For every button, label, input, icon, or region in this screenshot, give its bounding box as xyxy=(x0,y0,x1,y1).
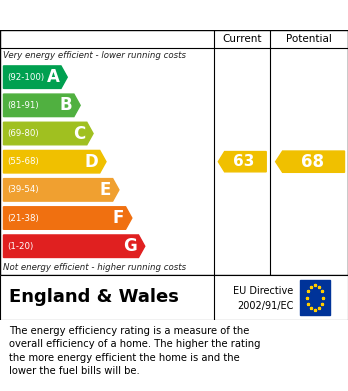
Bar xyxy=(300,280,330,315)
Text: (69-80): (69-80) xyxy=(8,129,39,138)
Text: (92-100): (92-100) xyxy=(8,73,45,82)
Text: (21-38): (21-38) xyxy=(8,213,39,222)
Text: (55-68): (55-68) xyxy=(8,157,39,166)
Polygon shape xyxy=(276,151,345,172)
Text: Very energy efficient - lower running costs: Very energy efficient - lower running co… xyxy=(3,51,187,60)
Text: 63: 63 xyxy=(233,154,255,169)
Polygon shape xyxy=(3,179,119,201)
Text: C: C xyxy=(73,124,85,142)
Text: E: E xyxy=(100,181,111,199)
Text: England & Wales: England & Wales xyxy=(9,289,179,307)
Text: (39-54): (39-54) xyxy=(8,185,39,194)
Polygon shape xyxy=(3,207,132,229)
Text: 2002/91/EC: 2002/91/EC xyxy=(237,301,293,310)
Polygon shape xyxy=(3,235,145,258)
Text: A: A xyxy=(47,68,60,86)
Text: B: B xyxy=(60,96,72,114)
Polygon shape xyxy=(3,94,80,117)
Text: (81-91): (81-91) xyxy=(8,101,39,110)
Polygon shape xyxy=(3,66,67,88)
Text: D: D xyxy=(85,153,98,171)
Text: EU Directive: EU Directive xyxy=(233,286,293,296)
Polygon shape xyxy=(218,152,266,172)
Text: Energy Efficiency Rating: Energy Efficiency Rating xyxy=(9,7,219,23)
Text: Potential: Potential xyxy=(286,34,332,44)
Text: F: F xyxy=(113,209,124,227)
Text: Not energy efficient - higher running costs: Not energy efficient - higher running co… xyxy=(3,263,187,272)
Text: The energy efficiency rating is a measure of the
overall efficiency of a home. T: The energy efficiency rating is a measur… xyxy=(9,326,260,377)
Text: Current: Current xyxy=(222,34,262,44)
Polygon shape xyxy=(3,151,106,173)
Text: 68: 68 xyxy=(301,153,324,171)
Text: (1-20): (1-20) xyxy=(8,242,34,251)
Polygon shape xyxy=(3,122,93,145)
Text: G: G xyxy=(124,237,137,255)
